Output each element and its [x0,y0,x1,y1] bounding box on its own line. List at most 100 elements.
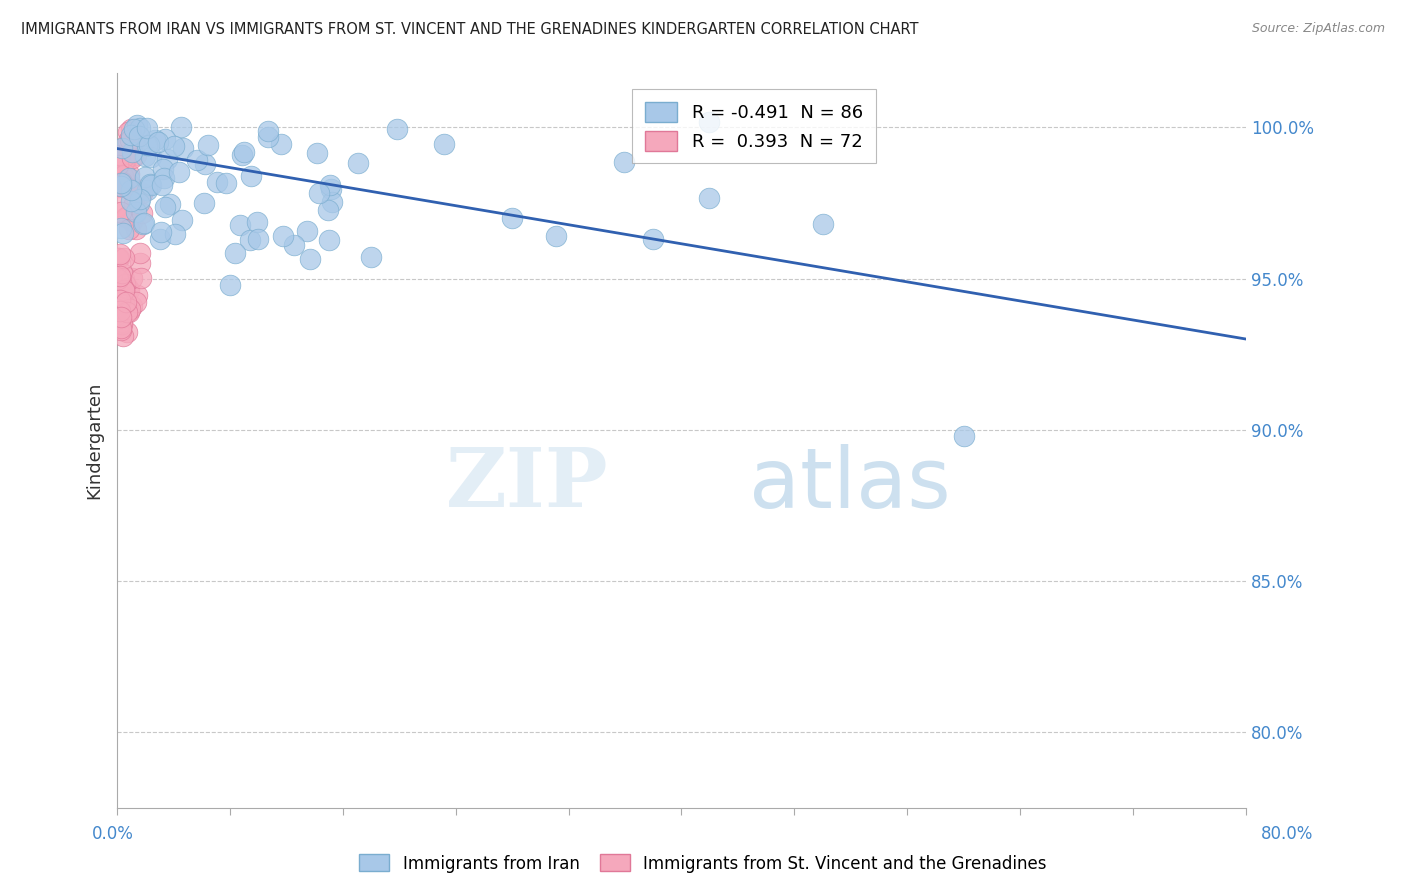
Point [128,128,150,143]
Y-axis label: Kindergarten: Kindergarten [86,382,103,499]
Point [121,299,143,313]
Point [159,197,181,211]
Point [240,169,263,183]
Point [131,186,153,201]
Point [128,195,150,210]
Point [697,115,720,129]
Point [124,148,146,162]
Point [111,329,134,343]
Point [115,210,138,224]
Point [107,169,129,183]
Point [115,295,138,310]
Point [307,145,329,160]
Point [163,139,186,153]
Point [319,182,342,196]
Point [146,135,169,149]
Point [110,310,132,325]
Point [120,194,142,208]
Point [172,212,194,227]
Point [125,119,148,133]
Point [270,137,292,152]
Point [186,153,208,167]
Point [117,209,139,223]
Point [114,167,136,181]
Point [112,283,135,297]
Point [134,170,156,185]
Point [153,170,176,185]
Point [124,182,146,196]
Point [110,317,132,331]
Point [952,429,974,443]
Point [117,134,139,148]
Point [120,128,142,142]
Point [115,325,138,339]
Point [107,199,129,213]
Point [121,271,143,285]
Point [108,251,131,265]
Point [544,229,567,244]
Point [108,148,131,162]
Point [132,216,155,230]
Point [318,233,340,247]
Point [114,277,136,291]
Point [433,136,456,151]
Point [118,133,141,147]
Point [129,270,152,285]
Point [136,138,159,153]
Point [224,246,246,260]
Point [108,303,131,318]
Point [110,310,132,325]
Point [112,150,135,164]
Point [197,137,219,152]
Point [118,283,141,297]
Point [122,196,145,211]
Point [360,251,382,265]
Point [120,302,142,317]
Point [124,133,146,147]
Point [111,315,134,329]
Point [132,217,155,231]
Point [117,305,139,319]
Point [613,154,636,169]
Point [194,157,217,171]
Point [385,122,408,136]
Point [107,251,129,265]
Text: atlas: atlas [749,444,950,524]
Point [110,221,132,235]
Point [129,120,152,135]
Point [136,120,159,135]
Point [297,224,319,238]
Point [110,205,132,219]
Point [139,150,162,164]
Point [811,217,834,231]
Point [129,192,152,206]
Point [110,293,132,307]
Point [112,154,135,169]
Text: IMMIGRANTS FROM IRAN VS IMMIGRANTS FROM ST. VINCENT AND THE GRENADINES KINDERGAR: IMMIGRANTS FROM IRAN VS IMMIGRANTS FROM … [21,22,918,37]
Point [125,204,148,219]
Point [153,132,176,146]
Point [316,203,339,218]
Point [150,178,173,192]
Point [117,281,139,295]
Point [125,287,148,301]
Point [112,271,135,285]
Point [172,141,194,155]
Point [110,323,132,337]
Point [121,152,143,166]
Point [215,177,238,191]
Point [118,167,141,181]
Point [283,238,305,252]
Point [134,148,156,162]
Point [167,165,190,179]
Point [118,305,141,319]
Point [107,180,129,194]
Point [193,195,215,210]
Point [112,297,135,311]
Point [165,227,187,242]
Point [347,156,370,170]
Point [131,206,153,220]
Point [111,283,134,297]
Point [308,186,330,201]
Point [170,120,193,134]
